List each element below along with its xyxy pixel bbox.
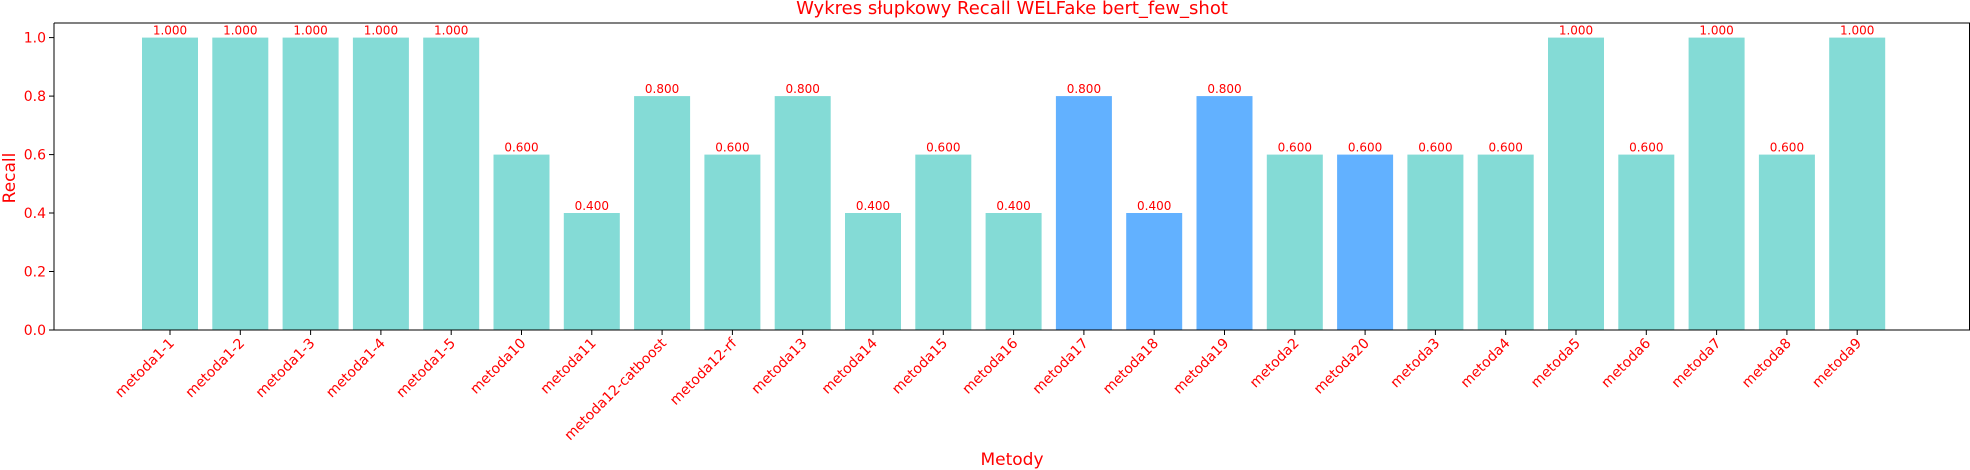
value-label-metoda6: 0.600: [1629, 141, 1663, 155]
bars-group: [142, 37, 1886, 330]
x-tick-label-metoda6: metoda6: [1598, 335, 1654, 391]
value-label-metoda12-rf: 0.600: [715, 141, 749, 155]
bar-metoda9: [1829, 37, 1886, 330]
y-axis: 0.0 0.2 0.4 0.6 0.8 1.0: [24, 31, 54, 339]
value-label-metoda10: 0.600: [504, 141, 538, 155]
bar-metoda8: [1758, 154, 1815, 330]
value-label-metoda14: 0.400: [856, 199, 890, 213]
value-label-metoda3: 0.600: [1418, 141, 1452, 155]
value-label-metoda5: 1.000: [1559, 24, 1593, 38]
x-tick-label-metoda2: metoda2: [1247, 336, 1303, 392]
x-tick-label-metoda17: metoda17: [1030, 336, 1092, 398]
bar-metoda19: [1196, 96, 1253, 330]
value-labels-group: 1.000 1.000 1.000 1.000 1.000 0.600 0.400 0.800…: [153, 24, 1875, 213]
bar-metoda2: [1266, 154, 1323, 330]
x-tick-label-metoda1-5: metoda1-5: [394, 336, 460, 402]
bar-metoda7: [1688, 37, 1745, 330]
value-label-metoda1-2: 1.000: [223, 24, 257, 38]
x-tick-label-metoda20: metoda20: [1311, 336, 1373, 398]
bar-metoda6: [1618, 154, 1675, 330]
x-tick-label-metoda7: metoda7: [1669, 336, 1725, 392]
value-label-metoda16: 0.400: [996, 199, 1030, 213]
x-tick-label-metoda8: metoda8: [1739, 336, 1795, 392]
x-axis-label: Metody: [980, 450, 1043, 470]
x-tick-label-metoda1-4: metoda1-4: [323, 335, 389, 401]
x-tick-label-metoda18: metoda18: [1100, 336, 1162, 398]
y-tick-label-3: 0.6: [24, 148, 46, 164]
x-tick-label-metoda1-2: metoda1-2: [183, 336, 249, 402]
value-label-metoda20: 0.600: [1348, 141, 1382, 155]
y-tick-label-1: 0.2: [24, 265, 46, 281]
value-label-metoda15: 0.600: [926, 141, 960, 155]
x-tick-label-metoda4: metoda4: [1458, 335, 1514, 391]
value-label-metoda1-3: 1.000: [293, 24, 327, 38]
bar-metoda20: [1337, 154, 1394, 330]
x-tick-label-metoda5: metoda5: [1528, 336, 1584, 392]
value-label-metoda1-5: 1.000: [434, 24, 468, 38]
value-label-metoda9: 1.000: [1840, 24, 1874, 38]
x-tick-label-metoda13: metoda13: [749, 336, 811, 398]
x-axis: metoda1-1 metoda1-2 metoda1-3 metoda1-4 meto…: [112, 330, 1865, 444]
chart-title: Wykres słupkowy Recall WELFake bert_few_…: [796, 0, 1228, 19]
value-label-metoda8: 0.600: [1770, 141, 1804, 155]
x-tick-label-metoda1-3: metoda1-3: [253, 336, 319, 402]
bar-metoda15: [915, 154, 972, 330]
x-tick-label-metoda19: metoda19: [1170, 336, 1232, 398]
x-tick-label-metoda9: metoda9: [1809, 336, 1865, 392]
bar-metoda13: [774, 96, 831, 330]
y-tick-label-5: 1.0: [24, 31, 46, 47]
bar-metoda1-5: [423, 37, 480, 330]
y-tick-label-0: 0.0: [24, 323, 46, 339]
bar-metoda1-2: [212, 37, 269, 330]
y-tick-label-4: 0.8: [24, 89, 46, 105]
x-tick-label-metoda14: metoda14: [819, 335, 881, 397]
bar-metoda14: [845, 213, 901, 330]
value-label-metoda13: 0.800: [786, 82, 820, 96]
y-tick-label-2: 0.4: [24, 206, 46, 222]
bar-metoda17: [1055, 96, 1112, 330]
value-label-metoda12-catboost: 0.800: [645, 82, 679, 96]
bar-metoda4: [1477, 154, 1534, 330]
bar-metoda16: [985, 213, 1042, 330]
value-label-metoda18: 0.400: [1137, 199, 1171, 213]
bar-metoda11: [563, 213, 620, 330]
bar-metoda12-catboost: [634, 96, 691, 330]
bar-metoda1-4: [352, 37, 409, 330]
x-tick-label-metoda11: metoda11: [538, 336, 600, 398]
bar-metoda3: [1407, 154, 1464, 330]
value-label-metoda4: 0.600: [1489, 141, 1523, 155]
value-label-metoda11: 0.400: [575, 199, 609, 213]
value-label-metoda2: 0.600: [1278, 141, 1312, 155]
x-tick-label-metoda1-1: metoda1-1: [112, 336, 178, 402]
x-tick-label-metoda16: metoda16: [959, 335, 1021, 397]
y-axis-label: Recall: [0, 153, 20, 204]
x-tick-label-metoda10: metoda10: [467, 336, 529, 398]
bar-metoda1-1: [142, 37, 198, 330]
bar-metoda10: [493, 154, 550, 330]
value-label-metoda1-1: 1.000: [153, 24, 187, 38]
bar-metoda1-3: [282, 37, 339, 330]
value-label-metoda19: 0.800: [1207, 82, 1241, 96]
x-tick-label-metoda3: metoda3: [1388, 336, 1444, 392]
bar-metoda18: [1126, 213, 1183, 330]
x-tick-label-metoda12-rf: metoda12-rf: [667, 335, 741, 409]
bar-metoda12-rf: [704, 154, 761, 330]
value-label-metoda17: 0.800: [1067, 82, 1101, 96]
value-label-metoda1-4: 1.000: [364, 24, 398, 38]
value-label-metoda7: 1.000: [1699, 24, 1733, 38]
bar-metoda5: [1548, 37, 1604, 330]
x-tick-label-metoda15: metoda15: [889, 336, 951, 398]
